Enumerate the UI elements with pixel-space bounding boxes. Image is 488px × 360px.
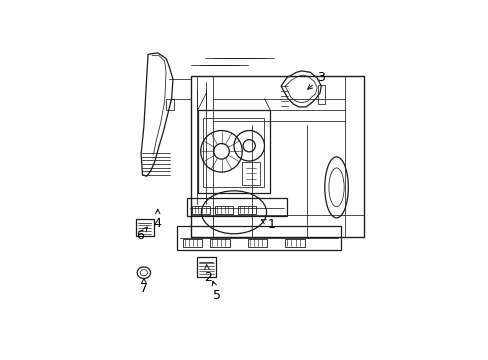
Text: 3: 3: [307, 71, 325, 89]
Bar: [166, 99, 174, 110]
Bar: [247, 239, 267, 247]
Bar: [285, 239, 304, 247]
Bar: [238, 206, 256, 214]
Bar: [317, 85, 324, 104]
Bar: [214, 206, 232, 214]
Bar: [203, 118, 264, 187]
Bar: [191, 76, 364, 237]
Text: 5: 5: [212, 281, 221, 302]
Bar: [183, 239, 202, 247]
Bar: [210, 239, 229, 247]
Bar: [196, 257, 216, 278]
Bar: [177, 226, 340, 250]
Bar: [242, 162, 260, 185]
Text: 2: 2: [203, 265, 211, 284]
Bar: [186, 198, 286, 216]
Bar: [192, 206, 210, 214]
Text: 6: 6: [136, 227, 147, 242]
Text: 4: 4: [154, 209, 162, 230]
Text: 1: 1: [261, 218, 275, 231]
Bar: [135, 219, 153, 236]
Bar: [198, 110, 269, 193]
Text: 7: 7: [140, 279, 147, 295]
